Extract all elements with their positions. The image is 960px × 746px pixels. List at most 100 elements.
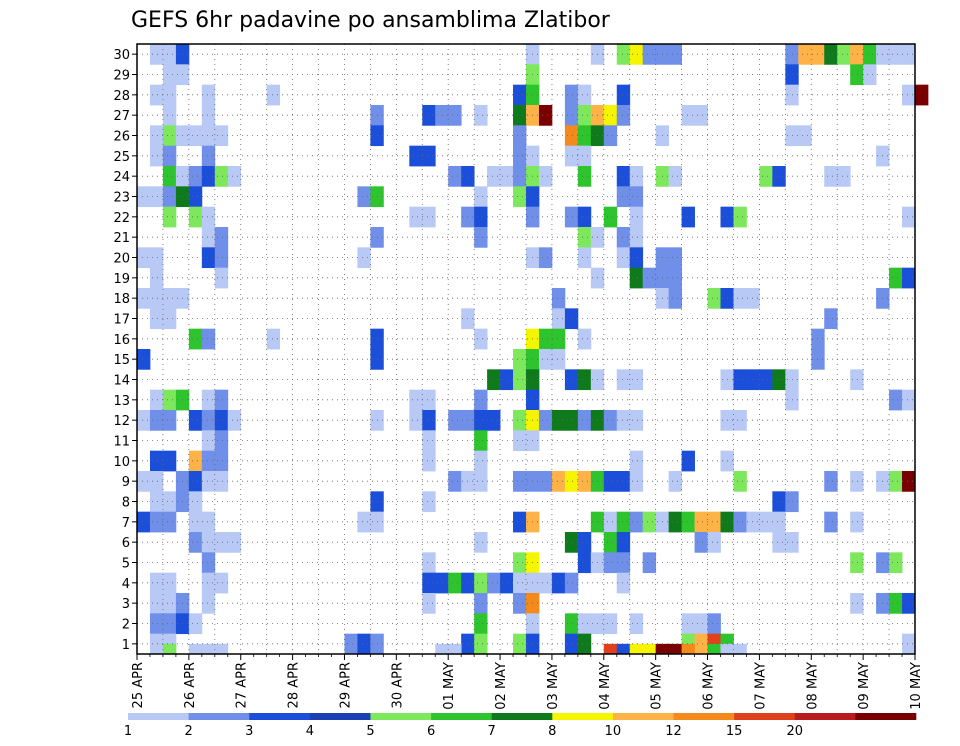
heatmap-cell (629, 206, 644, 228)
heatmap-cell (422, 389, 436, 411)
heatmap-cell (162, 84, 177, 106)
heatmap-cell (201, 430, 216, 452)
heatmap-cell (214, 267, 229, 289)
heatmap-cell (513, 166, 527, 187)
heatmap-cell (214, 572, 229, 594)
x-tick-label: 02 MAY (494, 662, 509, 710)
heatmap-cell (201, 389, 216, 411)
heatmap-cell (409, 206, 423, 228)
heatmap-cell (733, 369, 747, 391)
heatmap-cell (902, 84, 916, 106)
y-tick-label: 6 (122, 536, 130, 551)
heatmap-cell (513, 471, 527, 492)
heatmap-cell (863, 44, 877, 65)
heatmap-cell (162, 450, 177, 472)
x-tick-label: 05 MAY (650, 662, 665, 710)
colorbar-label: 1 (124, 724, 132, 739)
heatmap-cell (162, 206, 177, 228)
colorbar-swatch (612, 713, 674, 720)
heatmap-cell (681, 613, 695, 635)
heatmap-cell (448, 166, 462, 187)
x-tick-label: 29 APR (339, 662, 354, 708)
heatmap-cell (577, 633, 592, 655)
heatmap-cell (188, 511, 203, 533)
heatmap-cell (448, 105, 462, 126)
heatmap-cell (227, 532, 242, 553)
y-tick-label: 11 (113, 435, 130, 450)
heatmap-cell (149, 145, 164, 167)
heatmap-cell (538, 166, 553, 187)
heatmap-cell (188, 613, 203, 635)
heatmap-cell (551, 288, 566, 309)
heatmap-cell (733, 471, 747, 492)
heatmap-cell (720, 643, 734, 655)
heatmap-cell (564, 206, 579, 228)
heatmap-cell (538, 247, 553, 269)
heatmap-cell (694, 633, 708, 655)
heatmap-cell (733, 206, 747, 228)
heatmap-cell (707, 511, 721, 533)
heatmap-cell (707, 613, 721, 635)
heatmap-cell (149, 491, 164, 513)
heatmap-cell (137, 247, 151, 269)
heatmap-cell (149, 308, 164, 330)
heatmap-cell (422, 105, 436, 126)
heatmap-cell (422, 593, 436, 614)
heatmap-cell (357, 511, 371, 533)
heatmap-cell (850, 552, 864, 574)
heatmap-cell (474, 227, 488, 248)
heatmap-cell (188, 491, 203, 513)
heatmap-cell (422, 430, 436, 452)
heatmap-cell (214, 643, 229, 655)
heatmap-cell (448, 643, 462, 655)
heatmap-cell (201, 247, 216, 269)
heatmap-cell (616, 166, 631, 187)
y-tick-label: 7 (122, 516, 130, 531)
heatmap-cell (551, 308, 566, 330)
heatmap-cell (201, 471, 216, 492)
heatmap-cell (357, 633, 371, 655)
heatmap-cell (474, 206, 488, 228)
colorbar-swatch (309, 713, 371, 720)
heatmap-cell (162, 593, 177, 614)
heatmap-cell (513, 84, 527, 106)
heatmap-cell (162, 166, 177, 187)
heatmap-cell (694, 105, 708, 126)
heatmap-cell (681, 105, 695, 126)
heatmap-cell (422, 491, 436, 513)
colorbar-label: 20 (786, 724, 803, 739)
heatmap-cell (850, 511, 864, 533)
heatmap-cell (214, 532, 229, 553)
heatmap-cell (824, 511, 838, 533)
heatmap-cell (214, 471, 229, 492)
heatmap-cell (564, 613, 579, 635)
heatmap-cell (577, 105, 592, 126)
y-tick-label: 24 (113, 170, 130, 185)
heatmap-cell (902, 633, 916, 655)
heatmap-cell (474, 471, 488, 492)
heatmap-cell (474, 430, 488, 452)
heatmap-cell (616, 369, 631, 391)
heatmap-cell (149, 389, 164, 411)
heatmap-cell (201, 532, 216, 553)
y-tick-label: 17 (113, 313, 130, 328)
heatmap-cell (474, 613, 488, 635)
heatmap-cell (616, 84, 631, 106)
heatmap-cell (513, 633, 527, 655)
colorbar-label: 12 (665, 724, 682, 739)
heatmap-cell (201, 328, 216, 350)
heatmap-cell (616, 572, 631, 594)
heatmap-cell (201, 410, 216, 431)
heatmap-cell (188, 532, 203, 553)
x-tick-label: 30 APR (390, 662, 405, 708)
y-tick-label: 30 (113, 48, 130, 63)
heatmap-cell (629, 267, 644, 289)
heatmap-cell (513, 145, 527, 167)
heatmap-cell (149, 84, 164, 106)
heatmap-cell (616, 247, 631, 269)
heatmap-cell (188, 166, 203, 187)
heatmap-cell (149, 450, 164, 472)
heatmap-cell (409, 389, 423, 411)
y-tick-label: 2 (122, 618, 130, 633)
